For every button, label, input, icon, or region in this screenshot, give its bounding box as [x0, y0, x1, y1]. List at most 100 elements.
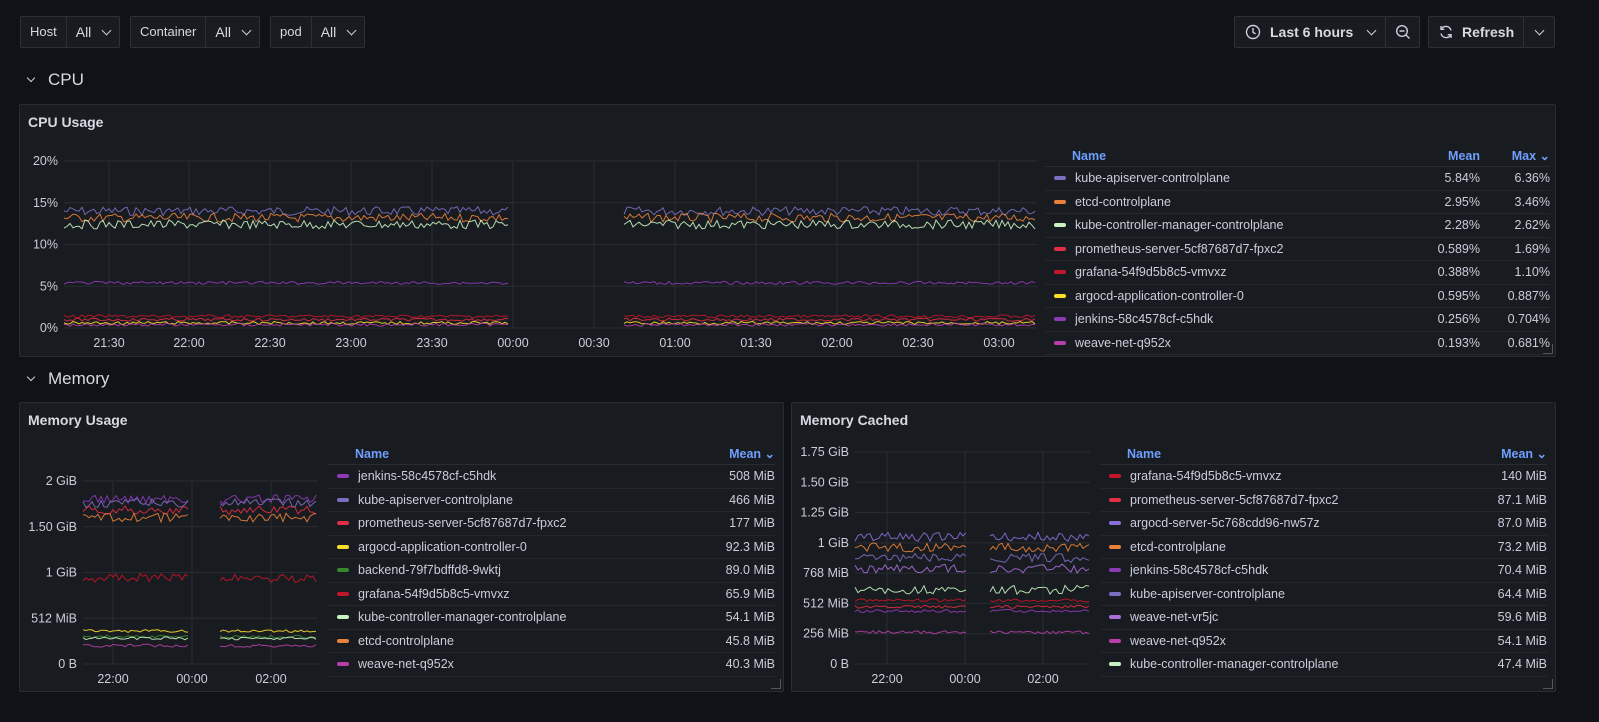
chevron-down-icon [26, 73, 36, 83]
legend-header-name[interactable]: Name [355, 446, 390, 461]
legend-row[interactable]: weave-net-q952x 40.3 MiB [328, 653, 775, 677]
variable-container[interactable]: Container All [130, 16, 260, 48]
legend-row[interactable]: prometheus-server-5cf87687d7-fpxc2 0.589%… [1045, 238, 1550, 261]
refresh-button[interactable]: Refresh [1428, 16, 1524, 48]
legend-row[interactable]: etcd-controlplane 45.8 MiB [328, 630, 775, 653]
series-color-swatch [1054, 317, 1066, 322]
refresh-interval-dropdown[interactable] [1523, 16, 1555, 48]
chevron-down-icon [1534, 25, 1544, 35]
zoom-out-button[interactable] [1385, 16, 1420, 48]
legend-row[interactable]: kube-apiserver-controlplane 466 MiB [328, 489, 775, 512]
time-range-picker[interactable]: Last 6 hours [1234, 16, 1386, 48]
series-color-swatch [1109, 568, 1121, 573]
x-tick-label: 00:00 [176, 672, 207, 686]
panel-cpu-usage[interactable]: CPU Usage 20% 15% 10% 5% 0% 21:30 22:00 22:30 23… [19, 104, 1556, 357]
memory-timeseries-chart[interactable]: 2 GiB 1.50 GiB 1 GiB 512 MiB 0 B 22:00 00:00 02… [20, 443, 325, 691]
legend-row[interactable]: jenkins-58c4578cf-c5hdk 0.256% 0.704% [1045, 308, 1550, 332]
legend-row[interactable]: grafana-54f9d5b8c5-vmvxz 0.388% 1.10% [1045, 261, 1550, 285]
legend-row[interactable]: kube-controller-manager-controlplane 47.4… [1100, 653, 1547, 677]
series-line [989, 542, 1090, 553]
legend-header-name[interactable]: Name [1072, 148, 1107, 163]
series-line [989, 563, 1090, 574]
legend-row[interactable]: kube-controller-manager-controlplane 2.28… [1045, 214, 1550, 238]
panel-memory-cached[interactable]: Memory Cached 1.75 GiB 1.50 GiB 1.25 GiB 1 … [791, 402, 1556, 692]
legend-header-name[interactable]: Name [1127, 446, 1162, 461]
x-tick-label: 02:00 [821, 336, 852, 350]
variable-label: Container [131, 17, 207, 47]
zoom-out-icon [1395, 24, 1410, 39]
legend-row[interactable]: weave-net-vr5jc 59.6 MiB [1100, 606, 1547, 630]
legend-header-mean[interactable]: Mean [1448, 148, 1480, 163]
series-line [989, 552, 1090, 564]
series-line [623, 320, 1036, 326]
memory-cached-timeseries-chart[interactable]: 1.75 GiB 1.50 GiB 1.25 GiB 1 GiB 768 MiB 512 … [792, 443, 1097, 691]
variable-value[interactable]: All [312, 17, 365, 47]
series-line [855, 552, 967, 563]
panel-resize-handle[interactable] [1543, 679, 1553, 689]
legend-row[interactable]: weave-net-q952x 0.193% 0.681% [1045, 332, 1550, 355]
legend-row[interactable]: grafana-54f9d5b8c5-vmvxz 140 MiB [1100, 465, 1547, 489]
dashboard-toolbar: Host All Container All pod All Last 6 ho… [0, 0, 1599, 64]
panel-memory-usage[interactable]: Memory Usage 2 GiB 1.50 GiB 1 GiB 512 MiB 0 … [19, 402, 784, 692]
time-range-label: Last 6 hours [1270, 24, 1354, 40]
legend-header-mean[interactable]: Mean ⌄ [1501, 447, 1547, 461]
x-tick-label: 03:00 [983, 336, 1014, 350]
legend-header: Name Mean ⌄ [328, 443, 775, 465]
cpu-timeseries-chart[interactable]: 20% 15% 10% 5% 0% 21:30 22:00 22:30 23:00 23:30 00… [20, 145, 1042, 355]
y-tick-label: 1 GiB [818, 536, 849, 550]
legend-row[interactable]: jenkins-58c4578cf-c5hdk 70.4 MiB [1100, 559, 1547, 583]
legend-mean-value: 70.4 MiB [1497, 563, 1547, 578]
variable-value[interactable]: All [206, 17, 259, 47]
x-tick-label: 00:00 [497, 336, 528, 350]
legend-series-name: jenkins-58c4578cf-c5hdk [1130, 563, 1269, 578]
y-tick-label: 1.75 GiB [800, 445, 849, 459]
legend-series-name: prometheus-server-5cf87687d7-fpxc2 [1075, 241, 1284, 256]
legend-series-name: grafana-54f9d5b8c5-vmvxz [1075, 265, 1227, 280]
legend-row[interactable]: argocd-application-controller-0 0.595% 0.8… [1045, 285, 1550, 308]
legend-row[interactable]: etcd-controlplane 73.2 MiB [1100, 536, 1547, 559]
series-line [854, 563, 967, 574]
legend-row[interactable]: argocd-server-5c768cdd96-nw57z 87.0 MiB [1100, 512, 1547, 536]
variable-pod[interactable]: pod All [270, 16, 366, 48]
legend-mean-value: 59.6 MiB [1497, 610, 1547, 625]
row-header-cpu[interactable]: CPU [26, 70, 84, 90]
legend-row[interactable]: argocd-application-controller-0 92.3 MiB [328, 536, 775, 559]
series-line [623, 218, 1036, 231]
legend-row[interactable]: prometheus-server-5cf87687d7-fpxc2 87.1 M… [1100, 489, 1547, 512]
x-tick-label: 22:00 [97, 672, 128, 686]
series-line [854, 630, 967, 635]
legend-header-mean[interactable]: Mean ⌄ [729, 447, 775, 461]
legend-mean-value: 0.388% [1437, 265, 1480, 280]
legend-mean-value: 0.193% [1437, 335, 1480, 350]
variable-value[interactable]: All [67, 17, 120, 47]
legend-max-value: 0.704% [1507, 312, 1550, 327]
legend-row[interactable]: weave-net-q952x 54.1 MiB [1100, 630, 1547, 653]
variable-host[interactable]: Host All [20, 16, 121, 48]
series-line [63, 218, 509, 231]
panel-resize-handle[interactable] [1543, 344, 1553, 354]
row-header-memory[interactable]: Memory [26, 369, 109, 389]
panel-resize-handle[interactable] [771, 679, 781, 689]
legend-row[interactable]: prometheus-server-5cf87687d7-fpxc2 177 Mi… [328, 512, 775, 536]
legend-row[interactable]: kube-apiserver-controlplane 5.84% 6.36% [1045, 167, 1550, 191]
legend-row[interactable]: jenkins-58c4578cf-c5hdk 508 MiB [328, 465, 775, 489]
legend-row[interactable]: kube-apiserver-controlplane 64.4 MiB [1100, 583, 1547, 606]
chevron-down-icon [101, 25, 112, 35]
legend-max-value: 1.69% [1514, 241, 1550, 256]
series-line [989, 630, 1090, 635]
legend-max-value: 3.46% [1514, 194, 1550, 209]
y-tick-label: 256 MiB [803, 627, 849, 641]
series-color-swatch [1109, 638, 1121, 643]
legend-mean-value: 92.3 MiB [725, 539, 775, 554]
series-line [623, 314, 1036, 319]
legend-header-max[interactable]: Max ⌄ [1511, 149, 1550, 163]
series-color-swatch [337, 497, 349, 502]
legend-row[interactable]: grafana-54f9d5b8c5-vmvxz 65.9 MiB [328, 583, 775, 606]
legend-row[interactable]: etcd-controlplane 2.95% 3.46% [1045, 191, 1550, 214]
legend-series-name: etcd-controlplane [1075, 194, 1171, 209]
legend-row[interactable]: kube-controller-manager-controlplane 54.1… [328, 606, 775, 630]
x-tick-label: 01:30 [740, 336, 771, 350]
legend-row[interactable]: backend-79f7bdffd8-9wktj 89.0 MiB [328, 559, 775, 583]
y-tick-label: 1.25 GiB [800, 506, 849, 520]
series-line [219, 512, 317, 524]
